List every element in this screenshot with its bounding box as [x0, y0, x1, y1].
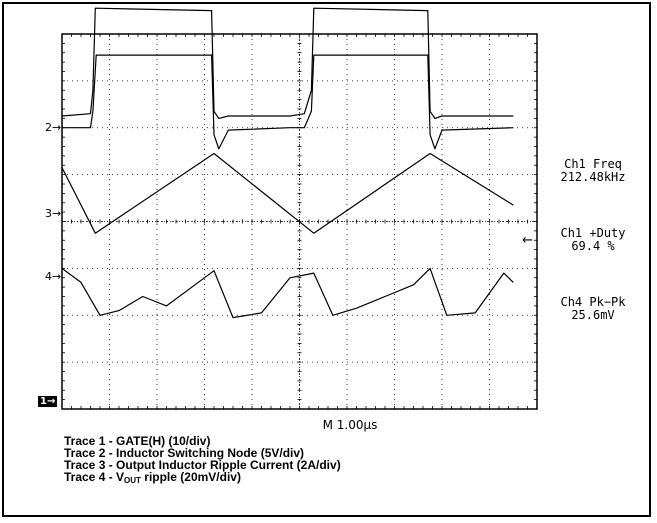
ch1-freq-label: Ch1 Freq — [564, 157, 622, 171]
traces — [61, 7, 514, 319]
trace-3 — [61, 152, 514, 234]
ch1-marker: 1→ — [38, 396, 58, 407]
legend-trace-4-pre: Trace 4 - V — [64, 470, 125, 484]
legend-trace-4-post: ripple (20mV/div) — [140, 470, 241, 484]
legend-trace-4-sub: OUT — [124, 476, 141, 485]
ch4-marker: 4→ — [45, 270, 62, 283]
ch3-marker: 3→ — [45, 207, 62, 220]
timebase-readout: M 1.00µs — [322, 418, 378, 432]
figure-frame — [2, 2, 651, 517]
trigger-level-marker: ← — [522, 233, 533, 248]
legend-trace-4: Trace 4 - VOUT ripple (20mV/div) — [64, 471, 341, 487]
ch4-pkpk-value: 25.6mV — [571, 308, 615, 322]
trace-1 — [61, 7, 514, 119]
ch1-duty-readout: Ch1 +Duty 69.4 % — [548, 227, 638, 253]
legend-trace-3: Trace 3 - Output Inductor Ripple Current… — [64, 458, 341, 472]
trace-legend: Trace 1 - GATE(H) (10/div) Trace 2 - Ind… — [64, 435, 341, 487]
ch1-freq-value: 212.48kHz — [560, 170, 626, 184]
trace-4 — [61, 267, 514, 319]
ch4-pkpk-readout: Ch4 Pk−Pk 25.6mV — [548, 296, 638, 322]
trace-2 — [62, 54, 514, 150]
ch2-marker: 2→ — [45, 121, 62, 134]
ch1-freq-readout: Ch1 Freq 212.48kHz — [548, 158, 638, 184]
ch4-pkpk-label: Ch4 Pk−Pk — [560, 295, 626, 309]
ch1-duty-value: 69.4 % — [571, 239, 615, 253]
legend-trace-2: Trace 2 - Inductor Switching Node (5V/di… — [64, 446, 305, 460]
ch1-duty-label: Ch1 +Duty — [560, 226, 626, 240]
legend-trace-1: Trace 1 - GATE(H) (10/div) — [64, 434, 211, 448]
